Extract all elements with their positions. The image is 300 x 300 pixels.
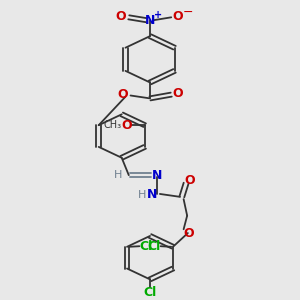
Text: O: O: [117, 88, 128, 101]
Text: N: N: [152, 169, 162, 182]
Text: +: +: [154, 10, 162, 20]
Text: N: N: [145, 14, 155, 27]
Text: H: H: [114, 170, 122, 180]
Text: Cl: Cl: [140, 240, 153, 253]
Text: CH₃: CH₃: [104, 120, 122, 130]
Text: O: O: [185, 174, 195, 188]
Text: N: N: [147, 188, 157, 201]
Text: O: O: [184, 226, 194, 239]
Text: O: O: [116, 10, 126, 23]
Text: −: −: [183, 6, 194, 19]
Text: O: O: [121, 119, 132, 132]
Text: H: H: [138, 190, 146, 200]
Text: Cl: Cl: [143, 286, 157, 299]
Text: O: O: [172, 10, 183, 23]
Text: O: O: [172, 87, 183, 100]
Text: Cl: Cl: [147, 240, 160, 253]
